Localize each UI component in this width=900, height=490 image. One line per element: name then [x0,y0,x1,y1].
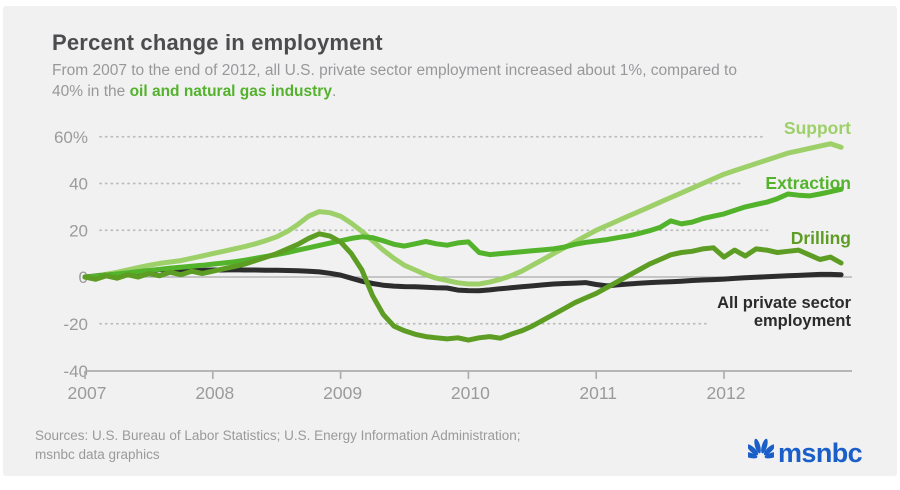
msnbc-wordmark: msnbc [778,438,863,468]
chart-subtitle: From 2007 to the end of 2012, all U.S. p… [52,61,737,102]
peacock-icon [743,437,779,466]
series-line-drilling [82,231,844,343]
msnbc-logo: msnbc [743,437,863,468]
chart-card [3,6,897,476]
x-tick-label: 2012 [707,383,746,403]
y-tick-label: -40 [63,362,88,381]
series-line-extraction [82,186,844,280]
series-label-extraction: Extraction [765,173,851,193]
subtitle-line1: From 2007 to the end of 2012, all U.S. p… [52,62,737,79]
source-line2: msnbc data graphics [35,447,160,462]
subtitle-line2-suffix: . [331,82,337,100]
subtitle-line2-prefix: 40% in the [52,82,130,100]
x-tick-label: 2011 [579,383,617,403]
y-tick-label: 20 [69,221,88,240]
x-tick-label: 2007 [68,383,107,403]
chart-title: Percent change in employment [52,30,383,56]
source-note: Sources: U.S. Bureau of Labor Statistics… [35,426,520,464]
series-label-support: Support [784,118,851,138]
source-line1: Sources: U.S. Bureau of Labor Statistics… [35,428,521,443]
series-label-all-private-sector-employment-line2: employment [754,312,852,330]
series-label-drilling: Drilling [791,228,851,248]
subtitle-highlight: oil and natural gas industry [129,82,332,100]
x-tick-label: 2009 [323,383,362,403]
chart-title-text: Percent change in employment [52,30,383,55]
y-tick-label: -20 [63,315,88,334]
series-label-all-private-sector-employment-line1: All private sector [717,294,851,312]
y-tick-label: 40 [69,175,88,194]
y-tick-label: 60% [54,128,88,147]
series-line-support [82,141,844,287]
x-tick-label: 2008 [195,383,234,403]
x-tick-label: 2010 [451,383,490,403]
